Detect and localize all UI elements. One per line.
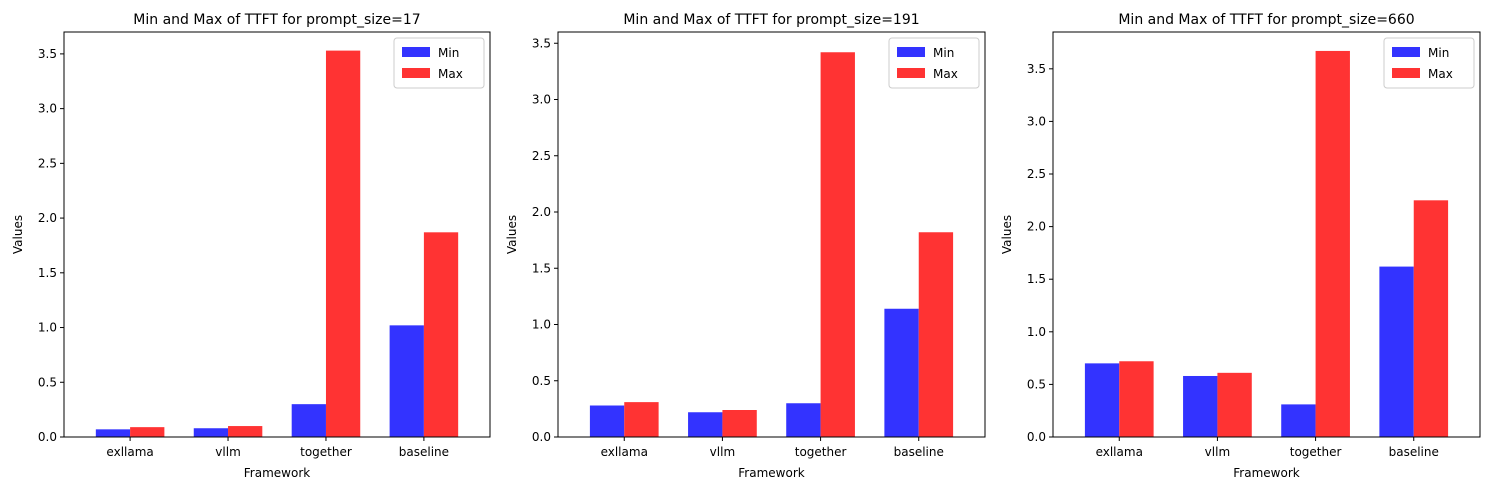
legend-label-min: Min xyxy=(933,46,954,60)
y-tick-label: 2.0 xyxy=(1027,220,1046,234)
x-tick-label: vllm xyxy=(215,445,240,459)
chart-title: Min and Max of TTFT for prompt_size=660 xyxy=(1118,12,1414,28)
plot-frame xyxy=(63,31,491,438)
legend-swatch-min xyxy=(1392,47,1420,57)
y-tick-label: 3.5 xyxy=(1027,62,1046,76)
bar-min-exllama xyxy=(589,405,625,437)
legend: Min Max xyxy=(1383,37,1475,89)
bar-max-baseline xyxy=(1413,200,1449,437)
y-tick-label: 1.0 xyxy=(38,321,57,335)
bar-min-vllm xyxy=(193,428,229,437)
x-tick-label: together xyxy=(300,445,352,459)
x-tick-label: together xyxy=(795,445,847,459)
legend-label-min: Min xyxy=(438,46,459,60)
chart-title: Min and Max of TTFT for prompt_size=191 xyxy=(623,12,919,28)
bar-min-vllm xyxy=(1183,375,1218,437)
y-tick-label: 1.5 xyxy=(38,266,57,280)
x-tick-label: together xyxy=(1290,445,1342,459)
y-tick-label: 1.5 xyxy=(532,261,551,275)
y-tick-label: 1.0 xyxy=(532,318,551,332)
legend-label-max: Max xyxy=(438,67,463,81)
x-tick-label: exllama xyxy=(601,445,648,459)
y-tick-label: 2.0 xyxy=(38,211,57,225)
bar-max-exllama xyxy=(130,427,165,437)
legend-swatch-max xyxy=(897,68,925,78)
y-tick-label: 2.5 xyxy=(532,149,551,163)
y-tick-label: 2.5 xyxy=(38,156,57,170)
bar-min-exllama xyxy=(95,429,131,437)
bar-min-baseline xyxy=(884,308,919,437)
y-tick-label: 3.0 xyxy=(532,93,551,107)
y-tick-label: 1.5 xyxy=(1027,272,1046,286)
x-tick-label: baseline xyxy=(1389,445,1439,459)
y-tick-label: 0.5 xyxy=(532,374,551,388)
legend-label-max: Max xyxy=(1428,67,1453,81)
y-tick-label: 2.5 xyxy=(1027,167,1046,181)
x-axis-label: Framework xyxy=(1233,466,1299,480)
y-tick-label: 0.0 xyxy=(532,430,551,444)
legend: Min Max xyxy=(888,37,980,89)
y-axis-label: Values xyxy=(505,215,519,254)
legend-swatch-min xyxy=(402,47,430,57)
x-tick-label: baseline xyxy=(399,445,449,459)
legend-label-max: Max xyxy=(933,67,958,81)
bar-min-together xyxy=(786,403,821,437)
legend-swatch-min xyxy=(897,47,925,57)
bar-max-baseline xyxy=(918,232,954,437)
bar-min-vllm xyxy=(688,412,723,437)
y-axis-label: Values xyxy=(11,215,25,254)
bar-max-together xyxy=(1315,50,1350,438)
bar-max-together xyxy=(820,52,855,437)
bar-max-vllm xyxy=(1217,372,1252,437)
bar-min-baseline xyxy=(1379,266,1414,437)
bar-max-together xyxy=(325,50,361,438)
y-axis-label: Values xyxy=(1000,215,1014,254)
legend-swatch-max xyxy=(1392,68,1420,78)
bar-max-exllama xyxy=(624,402,659,437)
legend-label-min: Min xyxy=(1428,46,1449,60)
x-tick-label: baseline xyxy=(894,445,944,459)
y-tick-label: 3.0 xyxy=(1027,114,1046,128)
bar-max-baseline xyxy=(423,232,459,437)
legend: Min Max xyxy=(393,37,485,89)
x-axis-label: Framework xyxy=(738,466,804,480)
bar-max-vllm xyxy=(722,410,757,437)
y-tick-label: 3.5 xyxy=(532,36,551,50)
x-axis-label: Framework xyxy=(244,466,310,480)
y-tick-label: 3.0 xyxy=(38,102,57,116)
y-tick-label: 0.5 xyxy=(1027,377,1046,391)
x-tick-label: exllama xyxy=(1096,445,1143,459)
legend-swatch-max xyxy=(402,68,430,78)
plot-frame xyxy=(1052,31,1481,438)
y-tick-label: 0.0 xyxy=(1027,430,1046,444)
y-tick-label: 1.0 xyxy=(1027,325,1046,339)
y-tick-label: 0.5 xyxy=(38,375,57,389)
bar-min-exllama xyxy=(1084,363,1120,437)
bar-min-baseline xyxy=(389,325,424,437)
x-tick-label: vllm xyxy=(710,445,735,459)
y-tick-label: 2.0 xyxy=(532,205,551,219)
chart-title: Min and Max of TTFT for prompt_size=17 xyxy=(133,12,420,28)
y-tick-label: 3.5 xyxy=(38,47,57,61)
chart-panel-2: exllama vllm together baseline 0.0 0.5 1.0 1.5 2… xyxy=(505,12,986,480)
y-tick-label: 0.0 xyxy=(38,430,57,444)
bar-max-exllama xyxy=(1119,361,1154,437)
x-tick-label: vllm xyxy=(1205,445,1230,459)
bar-min-together xyxy=(1281,404,1316,437)
plot-frame xyxy=(557,31,986,438)
bar-min-together xyxy=(291,404,326,437)
chart-panel-3: exllama vllm together baseline 0.0 0.5 1.0 1.5 2… xyxy=(1000,12,1481,480)
x-tick-label: exllama xyxy=(106,445,153,459)
bar-max-vllm xyxy=(228,426,263,437)
chart-panel-1: exllama vllm together baseline 0.0 0.5 1.0 1.5 2… xyxy=(11,12,491,480)
